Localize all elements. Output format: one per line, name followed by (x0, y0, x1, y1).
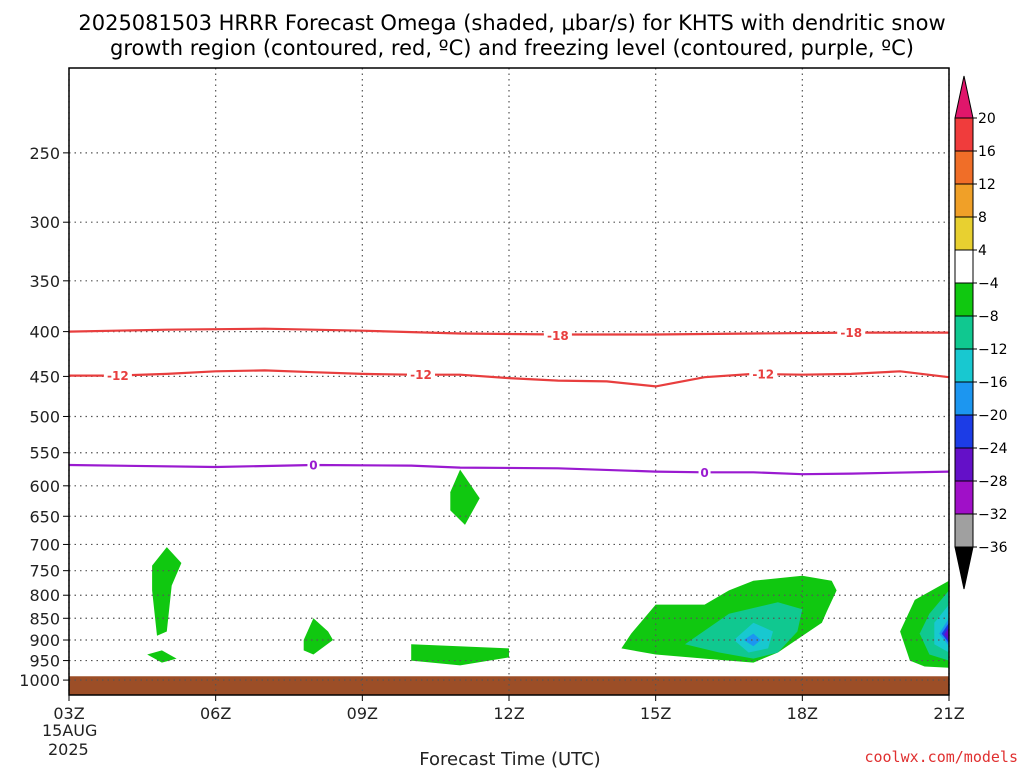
surface-terrain (69, 676, 949, 695)
x-tick-label: 21Z (933, 704, 964, 723)
y-tick-label: 900 (29, 631, 60, 650)
x-tick-label: 15Z (640, 704, 671, 723)
omega-region-4 (411, 644, 509, 666)
colorbar-label: −16 (978, 375, 1008, 391)
contour-label-0-0: -18 (547, 329, 569, 343)
contour-label-1-0: -12 (107, 369, 129, 383)
contour-line-1 (69, 369, 950, 388)
chart-title: 2025081503 HRRR Forecast Omega (shaded, … (78, 11, 945, 60)
x-tick-label: 12Z (493, 704, 524, 723)
contour-label-0-1: -18 (840, 326, 862, 340)
contour-line-2 (68, 463, 950, 476)
colorbar-segment (954, 414, 974, 449)
y-tick-label: 550 (29, 444, 60, 463)
x-axis-label: Forecast Time (UTC) (419, 749, 600, 768)
colorbar-label: 12 (978, 177, 996, 193)
title-line-2: growth region (contoured, red, ºC) and f… (110, 36, 914, 60)
colorbar-segment (954, 381, 974, 416)
y-tick-label: 1000 (19, 671, 60, 690)
colorbar-segment (954, 150, 974, 185)
y-tick-label: 650 (29, 507, 60, 526)
contour-line-0 (68, 327, 949, 336)
y-tick-label: 850 (29, 609, 60, 628)
y-tick-label: 950 (29, 652, 60, 671)
contour-label-bg (698, 465, 711, 480)
colorbar-label: 20 (978, 111, 996, 127)
colorbar-segment (954, 117, 974, 152)
colorbar-bottom-arrow (954, 546, 974, 590)
y-tick-label: 600 (29, 477, 60, 496)
contour-label-bg (837, 325, 866, 340)
colorbar-label: −8 (978, 309, 999, 325)
y-tick-label: 300 (29, 213, 60, 232)
colorbar-label: −4 (978, 276, 999, 292)
contour-label-bg (543, 328, 572, 343)
x-date-label-year: 2025 (48, 740, 89, 759)
colorbar-segment (954, 249, 974, 284)
colorbar-segment (954, 513, 974, 548)
colorbar-label: −28 (978, 474, 1008, 490)
colorbar-label: 4 (978, 243, 987, 259)
colorbar-top-arrow (954, 75, 974, 119)
colorbar-segment (954, 348, 974, 383)
y-tick-label: 800 (29, 586, 60, 605)
colorbar-label: −32 (978, 507, 1008, 523)
contour-label-bg (307, 457, 320, 472)
y-tick-label: 400 (29, 323, 60, 342)
colorbar-label: −20 (978, 408, 1008, 424)
colorbar-label: −24 (978, 441, 1008, 457)
omega-region-6 (685, 602, 803, 659)
contour-label-1-1: -12 (410, 368, 432, 382)
contour-label-bg (749, 366, 778, 381)
colorbar-segment (954, 216, 974, 251)
y-tick-label: 700 (29, 535, 60, 554)
colorbar-segment (954, 183, 974, 218)
omega-region-1 (147, 650, 177, 663)
x-tick-label: 03Z (53, 704, 84, 723)
credit-text: coolwx.com/models (864, 748, 1018, 766)
colorbar-segment (954, 315, 974, 350)
colorbar-segment (954, 480, 974, 515)
contour-label-2-0: 0 (309, 458, 317, 472)
y-tick-label: 250 (29, 144, 60, 163)
title-line-1: 2025081503 HRRR Forecast Omega (shaded, … (78, 11, 945, 35)
y-tick-label: 750 (29, 562, 60, 581)
colorbar-segment (954, 282, 974, 317)
colorbar-label: −12 (978, 342, 1008, 358)
contour-label-bg (407, 367, 435, 382)
y-tick-label: 350 (29, 272, 60, 291)
x-date-label-day: 15AUG (42, 721, 97, 740)
omega-region-2 (303, 618, 333, 655)
contour-label-1-2: -12 (752, 367, 774, 381)
colorbar-label: 16 (978, 144, 996, 160)
contour-label-2-1: 0 (700, 466, 708, 480)
omega-region-3 (450, 469, 480, 525)
contour-label-bg (103, 368, 132, 383)
y-tick-label: 450 (29, 367, 60, 386)
y-tick-label: 500 (29, 407, 60, 426)
x-tick-label: 09Z (347, 704, 378, 723)
x-tick-label: 18Z (787, 704, 818, 723)
omega-region-0 (152, 547, 182, 636)
colorbar-segment (954, 447, 974, 482)
colorbar-label: 8 (978, 210, 987, 226)
omega-region-14 (944, 627, 949, 641)
colorbar-label: −36 (978, 540, 1008, 556)
x-tick-label: 06Z (200, 704, 231, 723)
